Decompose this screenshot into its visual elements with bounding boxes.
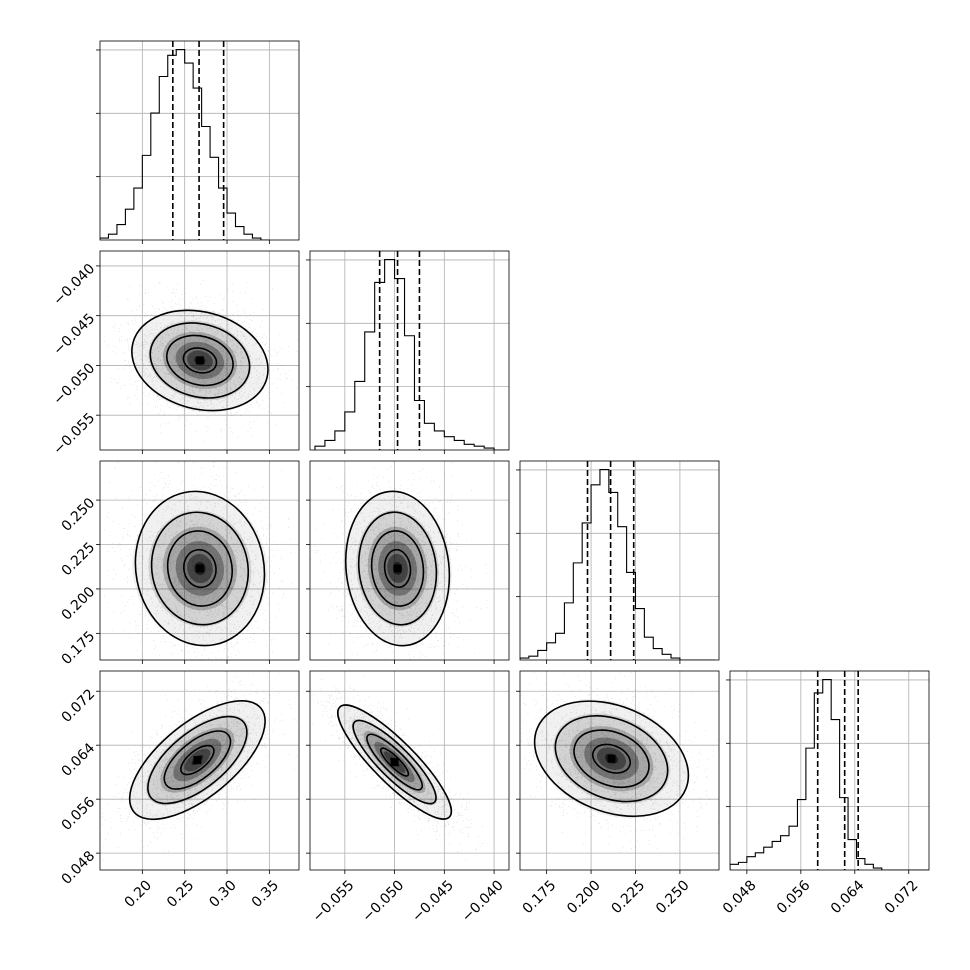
scatter-points [103,251,298,442]
y-tick-label: −0.050 [50,360,98,408]
panel-frame [519,670,720,871]
density-peak [195,564,204,573]
y-tick-label: 0.064 [59,740,99,780]
x-tick-label: −0.045 [409,877,457,925]
hist-body-1 [314,251,509,450]
x-tick-label: −0.040 [459,877,507,925]
contour-2 [147,715,248,805]
hist-body-0 [100,41,270,240]
density-peak [390,758,399,767]
hist-panel-2 [516,460,720,664]
scatter-panel-2-3 [516,670,720,874]
density-peak [607,754,616,763]
panel-frame [99,40,300,241]
panel-frame [729,670,930,871]
panel-frame [519,460,720,661]
scatter-body [102,671,297,870]
scatter-panel-0-1 [96,250,300,454]
panel-frame [99,670,300,871]
panel-frame [99,460,300,661]
contour-0 [183,548,217,589]
contour-3 [131,309,269,412]
density-peak [393,564,402,573]
y-tick-label: −0.055 [50,410,98,458]
contour-2 [357,511,438,626]
y-tick-label: 0.056 [59,794,99,834]
contour-0 [383,548,412,589]
y-tick-label: 0.175 [59,628,99,668]
hist-panel-3 [726,670,930,874]
contour-1 [166,334,234,387]
hist-step-1 [314,259,509,450]
panel-frame [309,250,510,451]
x-tick-label: 0.25 [164,877,197,910]
contour-3 [134,490,266,647]
x-tick-label: 0.048 [720,877,760,917]
scatter-panel-1-2 [306,460,510,664]
x-tick-label: 0.20 [122,877,155,910]
contour-1 [370,530,425,607]
x-tick-label: 0.072 [882,877,922,917]
hist-step-0 [100,49,270,240]
y-tick-label: 0.048 [59,848,99,888]
scatter-body [520,671,719,867]
x-tick-label: 0.056 [774,877,814,917]
hist-step-2 [520,469,716,660]
density-peak [195,356,204,365]
x-tick-label: 0.30 [206,877,239,910]
hist-panel-1 [306,250,510,454]
x-tick-label: 0.225 [609,877,649,917]
scatter-body [103,251,298,442]
contour-2 [150,511,250,626]
y-tick-label: −0.040 [50,261,98,309]
contour-1 [166,530,233,607]
contour-3 [337,704,453,820]
x-tick-label: 0.35 [249,877,282,910]
contour-0 [180,744,215,776]
hist-step-3 [730,679,929,870]
contour-3 [128,700,266,821]
panel-frame [309,460,510,661]
hist-body-2 [520,461,716,660]
y-tick-label: −0.045 [50,311,98,359]
contour-1 [573,729,650,789]
x-tick-label: 0.200 [564,877,604,917]
scatter-panel-0-2 [96,460,300,664]
panel-frame [99,250,300,451]
x-tick-label: −0.050 [359,877,407,925]
contour-2 [554,715,669,803]
contour-1 [366,733,423,791]
y-tick-label: 0.250 [59,495,99,535]
scatter-body [310,461,491,660]
scatter-body [103,461,292,660]
scatter-panel-0-3 [96,670,300,874]
y-tick-label: 0.072 [59,686,99,726]
density-peak [193,756,202,765]
hist-panel-0 [96,40,300,244]
contour-2 [352,719,437,805]
panel-frame [309,670,510,871]
contour-3 [344,490,451,647]
contour-3 [533,700,690,818]
contour-0 [591,743,632,774]
x-tick-label: −0.055 [310,877,358,925]
x-tick-label: 0.064 [828,877,868,917]
contour-2 [149,322,251,399]
x-tick-label: 0.250 [653,877,693,917]
y-tick-label: 0.225 [59,539,99,579]
scatter-body [310,671,483,861]
scatter-panel-1-3 [306,670,510,874]
contour-0 [182,347,218,374]
x-tick-label: 0.175 [520,877,560,917]
contour-1 [163,730,232,790]
y-tick-label: 0.200 [59,584,99,624]
hist-body-3 [730,671,929,870]
